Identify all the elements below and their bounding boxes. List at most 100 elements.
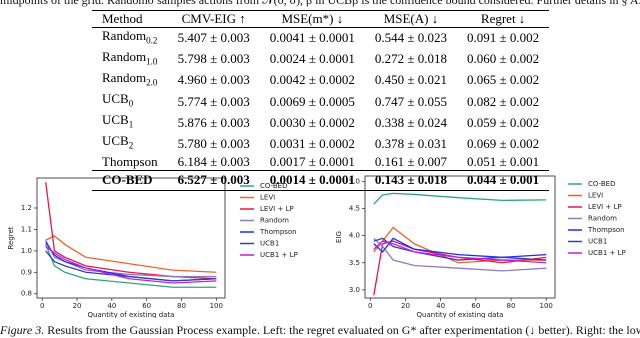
body-text: midpoints of the grid. Randomσ samples a… bbox=[0, 0, 640, 7]
value-cell: 0.0069 ± 0.0005 bbox=[269, 93, 355, 109]
value-cell: 0.069 ± 0.002 bbox=[467, 135, 540, 151]
value-cell: 0.161 ± 0.007 bbox=[374, 154, 448, 170]
x-tick-label: 60 bbox=[471, 302, 480, 310]
value-cell: 0.0042 ± 0.0002 bbox=[269, 72, 355, 88]
legend-label: Thompson bbox=[259, 228, 297, 236]
method-subscript: 1 bbox=[128, 119, 134, 130]
y-tick-label: 0.8 bbox=[21, 290, 32, 298]
column-header: CMV-EIG ↑ bbox=[181, 11, 246, 26]
value-cell: 0.091 ± 0.002 bbox=[467, 30, 540, 46]
method-cell: CO-BED bbox=[92, 170, 168, 190]
value-cell: 0.060 ± 0.002 bbox=[467, 51, 540, 67]
value-cell: 6.184 ± 0.003 bbox=[177, 154, 250, 170]
value-cell: 0.0017 ± 0.0001 bbox=[269, 154, 355, 170]
value-cell: 0.272 ± 0.018 bbox=[374, 51, 448, 67]
y-tick-label: 4.5 bbox=[349, 205, 360, 213]
table-row: Random0.2 5.407 ± 0.003 0.0041 ± 0.0001 0.5… bbox=[92, 27, 549, 49]
method-name: UCB bbox=[102, 90, 129, 106]
table-row: Thompson 6.184 ± 0.003 0.0017 ± 0.0001 0.16… bbox=[92, 154, 549, 170]
y-tick-label: 4.0 bbox=[349, 232, 360, 240]
value-cell: 0.378 ± 0.031 bbox=[374, 135, 448, 151]
table-header: Method CMV-EIG ↑ MSE(m*) ↓ MSE(A) ↓ Regret ↓ bbox=[92, 10, 550, 27]
value-cell: 4.960 ± 0.003 bbox=[177, 72, 250, 88]
value-cell: 0.338 ± 0.024 bbox=[374, 114, 448, 130]
value-cell: 0.0041 ± 0.0001 bbox=[269, 30, 355, 46]
value-cell: 0.0031 ± 0.0002 bbox=[269, 135, 355, 151]
caption: Figure 3. Results from the Gaussian Proc… bbox=[0, 323, 640, 338]
y-tick-label: 3.5 bbox=[349, 259, 360, 267]
method-name: CO-BED bbox=[102, 172, 153, 188]
x-tick-label: 100 bbox=[210, 302, 223, 310]
series-line bbox=[45, 235, 217, 273]
table-row: Random2.0 4.960 ± 0.003 0.0042 ± 0.0002 0.4… bbox=[92, 70, 549, 91]
value-cell: 0.0024 ± 0.0001 bbox=[269, 51, 355, 67]
value-cell: 0.065 ± 0.002 bbox=[467, 72, 540, 88]
legend-label: UCB1 + LP bbox=[588, 249, 626, 257]
method-cell: Random2.0 bbox=[92, 70, 168, 91]
y-tick-label: 5.0 bbox=[349, 177, 360, 185]
table-row: UCB0 5.774 ± 0.003 0.0069 ± 0.0005 0.747 ± … bbox=[92, 91, 549, 112]
column-header: MSE(A) ↓ bbox=[383, 11, 439, 26]
method-subscript: 2.0 bbox=[146, 77, 158, 88]
caption-text: Results from the Gaussian Process exampl… bbox=[47, 323, 640, 337]
method-subscript: 0 bbox=[128, 98, 134, 109]
x-tick-label: 20 bbox=[401, 302, 410, 310]
y-tick-label: 0.9 bbox=[21, 268, 32, 276]
column-header: MSE(m*) ↓ bbox=[281, 11, 344, 26]
table-body: Random0.2 5.407 ± 0.003 0.0041 ± 0.0001 0.5… bbox=[92, 27, 550, 191]
method-name: Random bbox=[102, 48, 147, 64]
method-cell: Random0.2 bbox=[92, 27, 168, 49]
legend-label: Thompson bbox=[587, 226, 625, 234]
x-tick-label: 20 bbox=[73, 302, 82, 310]
x-tick-label: 60 bbox=[142, 302, 151, 310]
y-tick-label: 1.2 bbox=[21, 204, 32, 212]
value-cell: 0.747 ± 0.055 bbox=[374, 93, 448, 109]
column-header: Regret ↓ bbox=[480, 11, 526, 26]
caption-label: Figure 3. bbox=[0, 323, 45, 337]
value-cell: 5.876 ± 0.003 bbox=[177, 114, 250, 130]
legend-label: CO-BED bbox=[588, 180, 615, 188]
method-cell: UCB1 bbox=[92, 112, 168, 133]
method-subscript: 0.2 bbox=[146, 35, 158, 46]
table-row: Random1.0 5.798 ± 0.003 0.0024 ± 0.0001 0.2… bbox=[92, 49, 549, 70]
table-row: UCB2 5.780 ± 0.003 0.0031 ± 0.0002 0.378 ± … bbox=[92, 133, 549, 154]
series-line bbox=[45, 250, 217, 282]
value-cell: 0.544 ± 0.023 bbox=[374, 30, 448, 46]
value-cell: 5.780 ± 0.003 bbox=[177, 135, 250, 151]
legend-label: LEVI bbox=[588, 192, 603, 200]
x-tick-label: 80 bbox=[507, 302, 516, 310]
plot-frame bbox=[36, 177, 226, 299]
series-line bbox=[45, 246, 217, 284]
y-axis-label: EIG bbox=[335, 231, 343, 243]
column-header: Method bbox=[102, 11, 143, 26]
plot-frame bbox=[364, 175, 556, 299]
legend-label: LEVI + LP bbox=[260, 205, 294, 213]
method-cell: UCB0 bbox=[92, 91, 168, 112]
value-cell: 5.798 ± 0.003 bbox=[177, 51, 250, 67]
legend-label: Random bbox=[588, 215, 617, 223]
value-cell: 0.450 ± 0.021 bbox=[374, 72, 448, 88]
figure: 0 20 40 60 80 100 0.8 0.9 1.0 1.1 1.2 Quantity of e… bbox=[7, 175, 626, 318]
method-name: Random bbox=[102, 69, 147, 85]
value-cell: 0.0014 ± 0.0001 bbox=[269, 172, 355, 188]
method-subscript: 1.0 bbox=[146, 56, 158, 67]
legend-label: Random bbox=[260, 217, 289, 225]
legend-label: LEVI bbox=[260, 194, 275, 202]
x-tick-label: 40 bbox=[107, 302, 116, 310]
series-line bbox=[373, 240, 547, 264]
legend-label: LEVI + LP bbox=[588, 203, 622, 211]
method-name: Thompson bbox=[102, 154, 158, 170]
legend-label: UCB1 + LP bbox=[260, 251, 298, 259]
table-row: UCB1 5.876 ± 0.003 0.0030 ± 0.0002 0.338 ± … bbox=[92, 112, 549, 133]
y-axis-label: Regret bbox=[7, 226, 15, 249]
legend-label: UCB1 bbox=[588, 238, 607, 246]
method-cell: Random1.0 bbox=[92, 49, 168, 70]
series-line bbox=[373, 237, 547, 272]
legend-label: UCB1 bbox=[260, 240, 279, 248]
x-axis-label: Quantity of existing data bbox=[417, 311, 504, 318]
x-tick-label: 0 bbox=[40, 302, 44, 310]
method-subscript: 2 bbox=[128, 140, 134, 151]
results-table: Method CMV-EIG ↑ MSE(m*) ↓ MSE(A) ↓ Regret ↓… bbox=[92, 10, 550, 191]
x-tick-label: 80 bbox=[177, 302, 186, 310]
